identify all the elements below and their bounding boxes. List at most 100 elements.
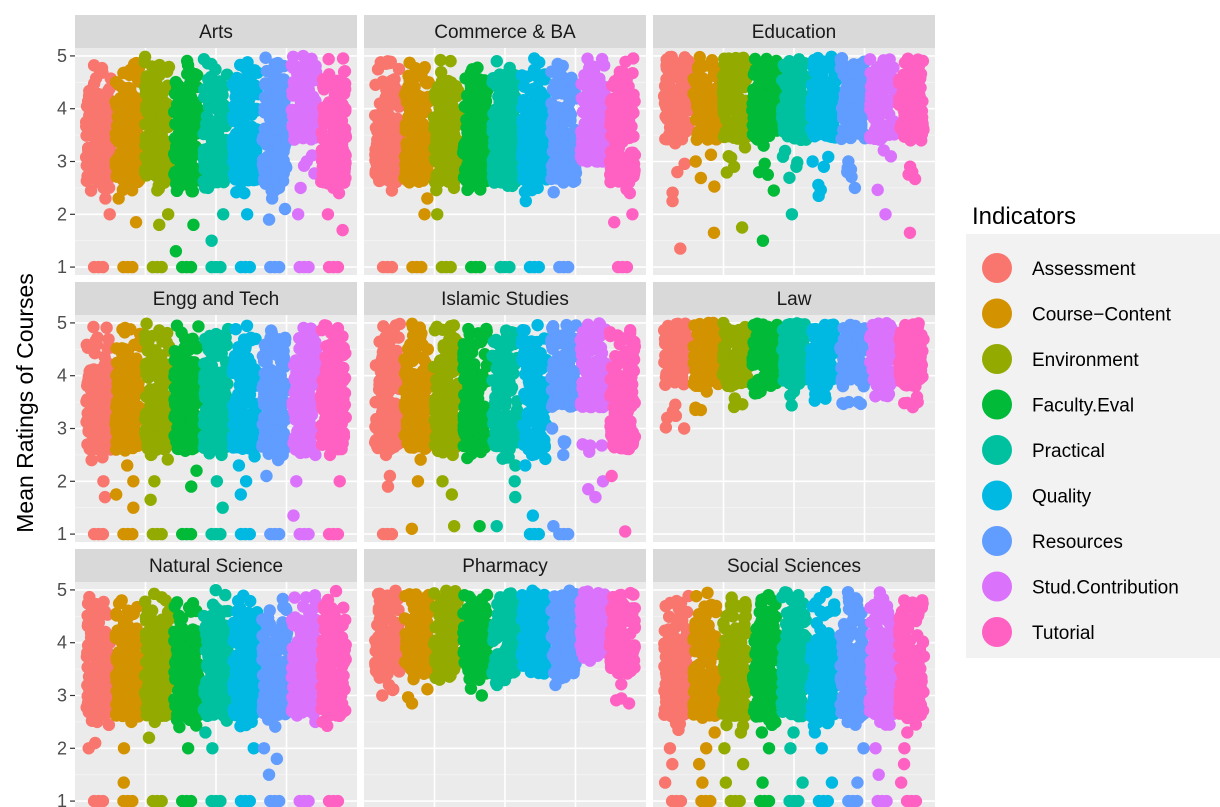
data-point — [122, 432, 135, 446]
data-point — [149, 344, 162, 357]
data-point — [669, 117, 683, 131]
data-point — [89, 441, 102, 455]
data-point — [155, 260, 168, 274]
data-point — [381, 134, 395, 147]
data-point — [321, 133, 334, 146]
data-point — [910, 118, 923, 132]
data-point — [552, 67, 565, 81]
data-point — [463, 171, 477, 184]
data-point — [331, 260, 345, 274]
data-point — [549, 155, 563, 168]
data-point — [216, 501, 229, 514]
data-point — [158, 439, 172, 452]
data-point — [663, 127, 676, 141]
data-point — [783, 55, 796, 68]
data-point — [434, 66, 448, 79]
data-point — [142, 432, 155, 446]
data-point — [138, 50, 152, 64]
data-point — [332, 186, 346, 200]
data-point — [760, 52, 773, 66]
data-point — [449, 109, 462, 122]
data-point — [153, 218, 166, 232]
data-point — [791, 128, 805, 142]
data-point — [302, 80, 315, 94]
data-point — [415, 260, 428, 274]
data-point — [168, 370, 181, 383]
data-point — [240, 319, 254, 333]
data-point — [418, 208, 431, 221]
data-point — [877, 104, 891, 117]
data-point — [249, 332, 262, 346]
data-point — [157, 84, 171, 98]
data-point — [914, 67, 928, 81]
data-point — [904, 134, 917, 147]
data-point — [865, 66, 878, 80]
facet-panel: Arts — [75, 15, 357, 275]
data-point — [217, 428, 230, 442]
data-point — [265, 192, 279, 205]
data-point — [844, 131, 857, 145]
data-point — [387, 76, 400, 89]
data-point — [234, 488, 248, 501]
data-point — [169, 245, 183, 258]
data-point — [612, 160, 625, 173]
data-point — [121, 459, 134, 472]
data-point — [491, 165, 504, 179]
data-point — [663, 82, 676, 95]
data-point — [329, 169, 342, 183]
data-point — [444, 54, 457, 68]
data-point — [144, 493, 157, 506]
data-point — [553, 77, 567, 90]
data-point — [168, 393, 181, 406]
data-point — [403, 56, 416, 69]
data-point — [778, 144, 792, 158]
data-point — [399, 124, 412, 137]
data-point — [827, 85, 841, 98]
data-point — [210, 78, 223, 91]
data-point — [721, 87, 735, 100]
data-point — [116, 138, 129, 151]
data-point — [567, 168, 581, 181]
data-point — [235, 441, 249, 454]
data-point — [88, 416, 101, 429]
data-point — [704, 148, 718, 161]
data-point — [473, 260, 487, 274]
data-point — [273, 143, 287, 156]
data-point — [186, 332, 199, 346]
data-point — [248, 82, 261, 95]
data-point — [494, 73, 507, 86]
data-point — [700, 116, 713, 129]
data-point — [575, 92, 588, 105]
data-point — [613, 149, 626, 163]
data-point — [119, 125, 133, 138]
data-point — [246, 158, 260, 171]
data-point — [806, 155, 819, 168]
data-point — [126, 260, 139, 274]
data-point — [238, 72, 252, 85]
data-point — [100, 428, 113, 442]
data-point — [272, 181, 286, 195]
data-point — [277, 75, 290, 88]
data-point — [381, 55, 394, 68]
data-point — [503, 260, 516, 274]
data-point — [421, 192, 434, 205]
data-point — [627, 89, 640, 102]
data-point — [337, 100, 350, 114]
data-point — [445, 76, 458, 89]
data-point — [464, 151, 477, 165]
data-point — [466, 63, 479, 76]
facet-strip — [364, 15, 646, 48]
data-point — [533, 164, 547, 177]
data-point — [748, 122, 761, 135]
data-point — [174, 418, 187, 432]
data-point — [337, 149, 350, 163]
data-point — [148, 475, 161, 488]
data-point — [487, 139, 501, 153]
data-point — [752, 79, 765, 92]
data-point — [556, 108, 570, 122]
data-point — [155, 154, 169, 167]
data-point — [469, 105, 482, 119]
data-point — [262, 103, 275, 117]
data-point — [338, 176, 351, 189]
